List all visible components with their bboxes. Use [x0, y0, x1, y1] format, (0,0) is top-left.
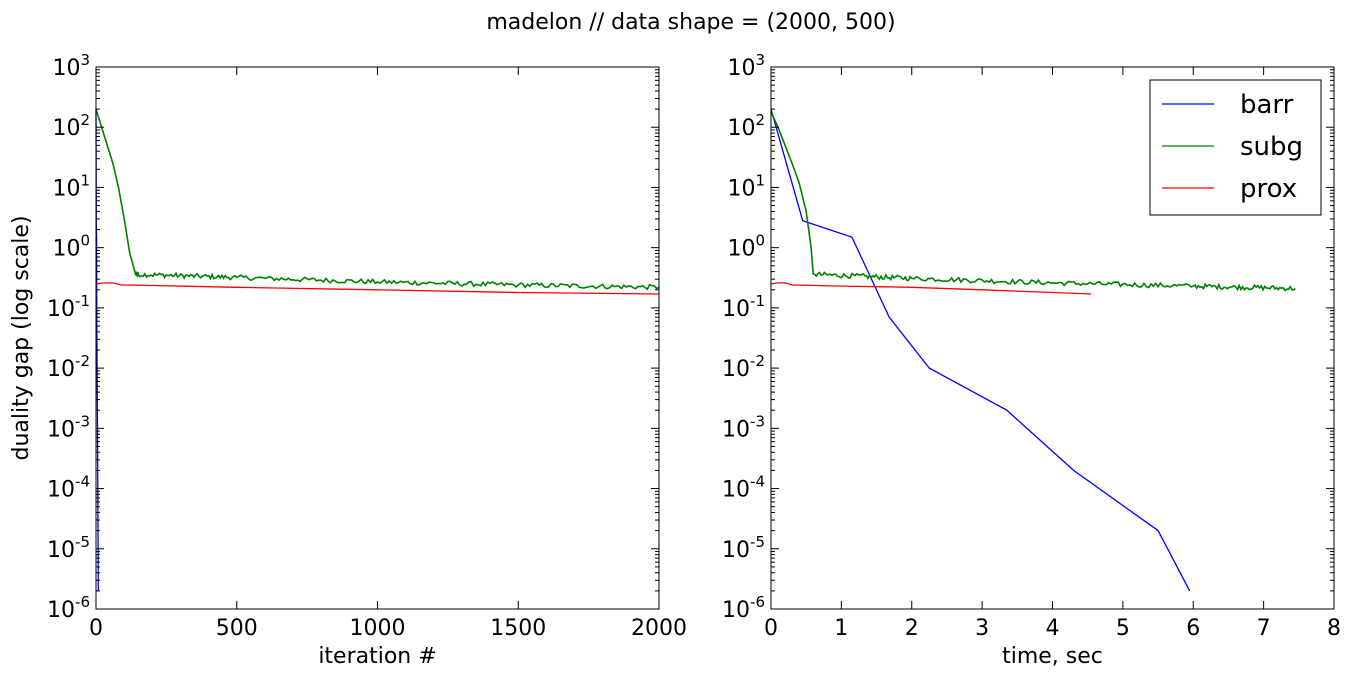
x-tick-label: 8 [1327, 616, 1341, 641]
x-tick-label: 1000 [350, 616, 406, 641]
y-tick-label: 101 [727, 171, 765, 201]
y-tick-label: 10-1 [47, 292, 90, 322]
legend-box [1149, 79, 1322, 216]
y-tick-label: 101 [52, 171, 90, 201]
y-tick-label: 102 [727, 111, 765, 141]
y-tick-label: 10-1 [722, 292, 765, 322]
right-panel: 0 1 2 3 4 5 6 7 8 10-6 10-5 10-4 10-3 10-2 10-1 100 101 1… [722, 51, 1341, 669]
x-tick-label: 7 [1257, 616, 1271, 641]
series-line-subg [95, 108, 660, 291]
y-tick-label: 10-4 [47, 473, 90, 503]
x-axis-label: time, sec [1002, 644, 1103, 669]
x-tick-label: 5 [1116, 616, 1130, 641]
y-tick-label: 10-6 [47, 593, 90, 623]
y-tick-label: 102 [52, 111, 90, 141]
legend-label-prox: prox [1240, 174, 1297, 204]
y-tick-label: 100 [52, 232, 90, 262]
legend-label-subg: subg [1240, 132, 1303, 162]
x-tick-label: 2000 [631, 616, 687, 641]
series-line-barr [770, 108, 1191, 592]
y-tick-label: 103 [52, 51, 90, 81]
x-tick-label: 1 [834, 616, 848, 641]
y-tick-label: 10-3 [722, 412, 765, 442]
left-panel: 0 500 1000 1500 2000 10-6 10-5 10-4 10-3 10-2 10-1… [9, 51, 687, 669]
x-tick-label: 0 [89, 616, 103, 641]
y-tick-label: 10-6 [722, 593, 765, 623]
figure-title: madelon // data shape = (2000, 500) [486, 10, 895, 35]
plot-frame [95, 66, 660, 610]
x-tick-label: 6 [1186, 616, 1200, 641]
y-tick-label: 10-3 [47, 412, 90, 442]
legend-label-barr: barr [1240, 90, 1294, 120]
y-tick-label: 103 [727, 51, 765, 81]
x-tick-label: 1500 [490, 616, 546, 641]
x-tick-label: 500 [216, 616, 258, 641]
x-tick-label: 4 [1046, 616, 1060, 641]
legend: barr subg prox [1149, 79, 1322, 216]
x-tick-label: 3 [975, 616, 989, 641]
series-line-subg [770, 111, 1296, 292]
y-tick-label: 10-2 [47, 352, 90, 382]
x-axis-label: iteration # [318, 644, 436, 669]
x-tick-label: 2 [905, 616, 919, 641]
y-tick-label: 100 [727, 232, 765, 262]
x-tick-label: 0 [764, 616, 778, 641]
series-line-prox [95, 282, 660, 295]
y-tick-label: 10-4 [722, 473, 765, 503]
y-tick-label: 10-2 [722, 352, 765, 382]
y-tick-label: 10-5 [722, 533, 765, 563]
series-line-prox [770, 282, 1092, 295]
y-tick-label: 10-5 [47, 533, 90, 563]
y-axis-label: duality gap (log scale) [9, 215, 34, 460]
